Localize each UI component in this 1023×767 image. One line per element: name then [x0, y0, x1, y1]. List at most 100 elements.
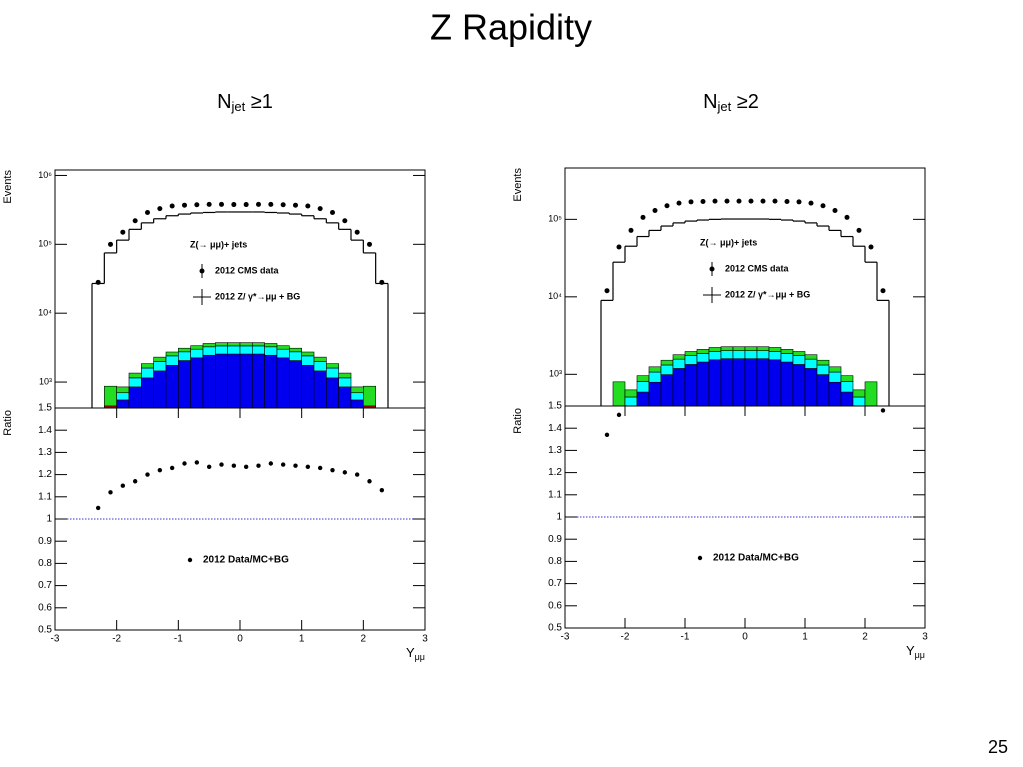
data-point [868, 244, 874, 250]
stack-bar [708, 359, 722, 406]
y-tick-label: 1.2 [38, 469, 52, 480]
ratio-point [120, 483, 126, 488]
y-tick-label: 1.1 [38, 491, 52, 502]
ratio-point [280, 462, 286, 467]
plot-area [600, 198, 890, 406]
stack-bar [744, 346, 758, 351]
ratio-point [169, 465, 175, 471]
stack-bar [350, 386, 364, 394]
mc-step-connector [91, 211, 389, 408]
y-tick-label: 10³ [549, 369, 562, 379]
ratio-point [880, 408, 886, 413]
data-point [231, 202, 237, 208]
x-tick-label: 3 [922, 632, 928, 643]
stack-bar [202, 346, 216, 356]
ratio-point [305, 464, 311, 470]
stack-bar [276, 345, 290, 350]
stack-bar [660, 364, 674, 375]
stack-bar [648, 381, 662, 406]
x-axis-label-main: Y [906, 643, 915, 658]
stack-bar [153, 356, 167, 362]
frame [564, 405, 926, 629]
y-tick-label: 10⁶ [38, 170, 52, 180]
ratio-point [182, 461, 187, 466]
ratio-point [342, 470, 348, 475]
stack-bar [313, 370, 327, 408]
stack-bar [636, 375, 650, 382]
legend-label: 2012 Data/MC+BG [713, 553, 799, 564]
y-axis-label: Events [512, 168, 524, 202]
stack-bar [732, 346, 746, 351]
data-point [120, 229, 126, 235]
stack-bar [141, 367, 154, 379]
ratio-point [132, 479, 138, 484]
stack-bar [141, 377, 154, 408]
ratio-point [256, 463, 261, 468]
ratio-point [145, 472, 150, 477]
stack-bar [768, 347, 782, 352]
stack-bar [684, 355, 698, 365]
plot-area [91, 201, 389, 408]
stack-bar [720, 358, 734, 406]
data-point [688, 199, 694, 205]
data-point [856, 227, 862, 233]
y-tick-label: 10⁵ [38, 239, 52, 249]
stack-bar [153, 361, 167, 372]
ratio-point [354, 472, 360, 477]
x-axis-label-sub: μμ [415, 652, 425, 662]
stack-bar [732, 358, 746, 406]
stack-bar [313, 361, 327, 372]
x-axis-label-main: Y [406, 645, 415, 660]
stack-bar [684, 364, 698, 406]
x-axis-label: Yμμ [906, 643, 925, 660]
y-tick-label: 1.4 [548, 423, 562, 434]
x-tick-label: 2 [862, 632, 868, 643]
stack-bar [828, 381, 842, 406]
stack-bar [178, 360, 191, 408]
stack-bar [792, 364, 806, 406]
ratio-point [231, 463, 237, 468]
stack-bar [816, 364, 830, 375]
y-tick-label: 10⁵ [548, 214, 562, 224]
data-point [700, 198, 706, 204]
ratio-point [317, 465, 323, 471]
data-point [169, 203, 175, 209]
y-tick-label: 1.5 [548, 401, 562, 412]
y-axis-label: Ratio [2, 410, 14, 436]
stack-bar [165, 365, 179, 408]
stack-bar [612, 381, 626, 406]
ratio-point [243, 464, 249, 470]
data-point [880, 288, 886, 294]
data-point [256, 201, 261, 207]
data-point [317, 206, 323, 212]
stack-bar [804, 358, 818, 369]
ratio-point [330, 467, 335, 473]
stack-bar [165, 355, 179, 366]
stack-bar [732, 350, 746, 360]
stack-bar [768, 351, 782, 361]
stack-bar [215, 353, 228, 408]
data-point [206, 201, 212, 207]
data-point [712, 198, 718, 204]
stack-bar [128, 386, 142, 408]
data-point [219, 201, 224, 207]
stack-bar [190, 348, 204, 359]
stack-bar [276, 357, 290, 408]
data-point [652, 208, 658, 214]
y-tick-label: 1.2 [548, 467, 562, 478]
data-point [640, 214, 646, 220]
stack-bar [202, 354, 216, 408]
data-point [342, 218, 348, 224]
stack-bar [672, 358, 686, 369]
stack-bar [326, 367, 339, 379]
subtitle-main: N [217, 91, 231, 113]
stack-bar [190, 345, 204, 350]
x-axis-label-sub: μμ [915, 650, 925, 660]
stack-bar [264, 354, 278, 408]
y-tick-label: 1 [556, 512, 562, 523]
data-point [832, 208, 838, 214]
stack-bar [264, 343, 278, 348]
data-point [844, 214, 850, 220]
x-tick-label: -3 [561, 632, 570, 643]
